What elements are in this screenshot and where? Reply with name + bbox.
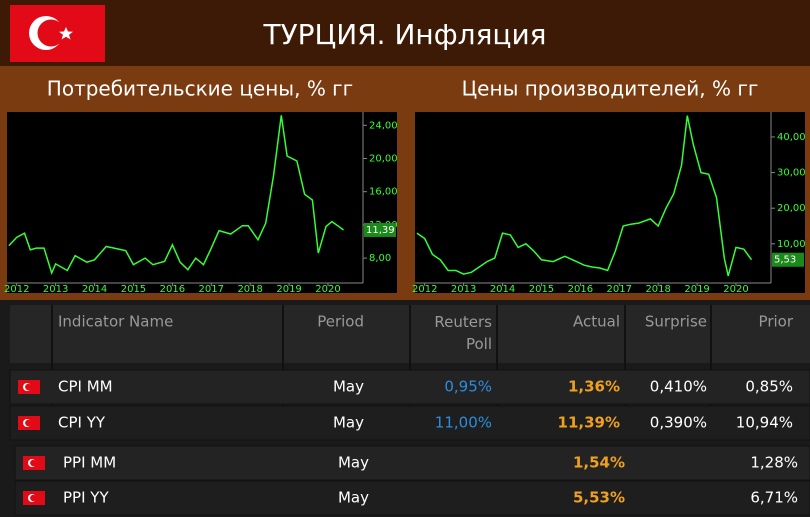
table-cell: 0,410% bbox=[650, 378, 707, 396]
y-tick-label: 10,00 bbox=[777, 239, 806, 250]
table-cell: May bbox=[333, 378, 364, 396]
x-tick-label: 2020 bbox=[315, 284, 340, 295]
series-line bbox=[8, 115, 344, 276]
column-header: Period bbox=[317, 313, 364, 331]
y-tick-label: 8,00 bbox=[369, 253, 391, 264]
y-tick-label: 20,00 bbox=[777, 203, 806, 214]
x-tick-label: 2020 bbox=[723, 284, 748, 295]
column-header: Prior bbox=[759, 313, 794, 331]
table-cell: PPI MM bbox=[63, 454, 116, 472]
value-label: 5,53 bbox=[774, 255, 796, 266]
table-row-bg bbox=[9, 369, 810, 405]
table-cell: May bbox=[338, 489, 369, 507]
x-tick-label: 2017 bbox=[199, 284, 224, 295]
row-flag-crescent bbox=[30, 459, 37, 467]
y-tick-label: 16,00 bbox=[369, 187, 398, 198]
x-tick-label: 2015 bbox=[121, 284, 146, 295]
x-tick-label: 2019 bbox=[276, 284, 301, 295]
table-cell: CPI MM bbox=[58, 378, 113, 396]
flag-star bbox=[59, 27, 73, 40]
y-tick-label: 20,00 bbox=[369, 153, 398, 164]
x-tick-label: 2014 bbox=[82, 284, 107, 295]
x-tick-label: 2013 bbox=[451, 284, 476, 295]
value-label-box bbox=[364, 222, 396, 237]
y-tick-label: 40,00 bbox=[777, 132, 806, 143]
x-tick-label: 2016 bbox=[160, 284, 185, 295]
x-tick-label: 2016 bbox=[568, 284, 593, 295]
table-cell: 1,54% bbox=[573, 454, 625, 472]
table-cell: 0,390% bbox=[650, 414, 707, 432]
table-row-bg bbox=[9, 405, 810, 441]
chart-subtitle: Потребительские цены, % гг bbox=[47, 77, 353, 101]
x-tick-label: 2019 bbox=[684, 284, 709, 295]
table-cell: 10,94% bbox=[736, 414, 793, 432]
row-flag-crescent bbox=[25, 383, 32, 391]
x-tick-label: 2013 bbox=[43, 284, 68, 295]
table-cell: 11,00% bbox=[435, 414, 492, 432]
row-flag-crescent bbox=[30, 494, 37, 502]
table-cell: PPI YY bbox=[63, 489, 109, 507]
column-header: Indicator Name bbox=[58, 313, 173, 331]
table-cell: May bbox=[338, 454, 369, 472]
column-header: Actual bbox=[573, 313, 620, 331]
x-tick-label: 2012 bbox=[412, 284, 437, 295]
header-line: Poll bbox=[466, 335, 492, 353]
table-cell: 0,95% bbox=[444, 378, 492, 396]
table-cell: 6,71% bbox=[750, 489, 798, 507]
y-tick-label: 24,00 bbox=[369, 120, 398, 131]
table-cell: May bbox=[333, 414, 364, 432]
chart-subtitle: Цены производителей, % гг bbox=[462, 77, 759, 101]
row-flag-crescent bbox=[25, 419, 32, 427]
header-line: Reuters bbox=[434, 313, 492, 331]
table-cell: CPI YY bbox=[58, 414, 106, 432]
table-cell: 1,36% bbox=[568, 378, 620, 396]
x-tick-label: 2018 bbox=[237, 284, 262, 295]
table-cell: 1,28% bbox=[750, 454, 798, 472]
x-tick-label: 2014 bbox=[490, 284, 515, 295]
table-row-bg bbox=[14, 445, 810, 481]
table-row-bg bbox=[14, 480, 810, 516]
value-label: 11,39 bbox=[366, 225, 395, 236]
table-cell: 5,53% bbox=[573, 489, 625, 507]
y-tick-label: 30,00 bbox=[777, 168, 806, 179]
x-tick-label: 2015 bbox=[529, 284, 554, 295]
x-tick-label: 2018 bbox=[645, 284, 670, 295]
flag-crescent bbox=[37, 19, 65, 47]
column-header: Surprise bbox=[645, 313, 707, 331]
column-header: Reuters Poll bbox=[434, 313, 492, 353]
x-tick-label: 2012 bbox=[4, 284, 29, 295]
value-label-box bbox=[772, 252, 804, 267]
plot-bg bbox=[7, 112, 397, 293]
x-tick-label: 2017 bbox=[607, 284, 632, 295]
header-bar bbox=[0, 0, 810, 66]
page-title: ТУРЦИЯ. Инфляция bbox=[262, 18, 546, 51]
series-line bbox=[416, 115, 753, 277]
table-cell: 11,39% bbox=[558, 414, 620, 432]
table-cell: 0,85% bbox=[745, 378, 793, 396]
